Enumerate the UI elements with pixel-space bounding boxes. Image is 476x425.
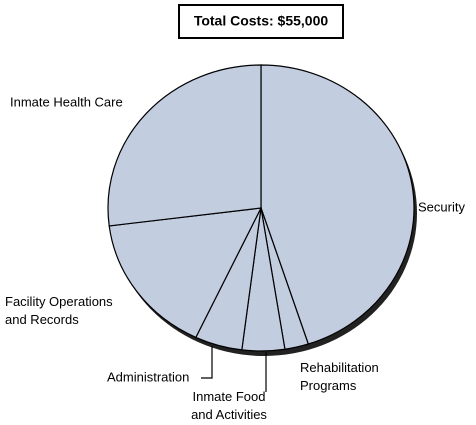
slice-label: Security: [418, 199, 465, 214]
chart-title: Total Costs: $55,000: [194, 13, 329, 29]
slice-label: Rehabilitation Programs: [300, 360, 379, 393]
leader-line: [201, 346, 213, 379]
slice-label: Administration: [107, 369, 189, 384]
labels: Security Rehabilitation Programs Inmate Foo…: [5, 94, 465, 422]
title-box: [178, 4, 344, 39]
slice-label: Inmate Food and Activities: [191, 389, 267, 422]
pie-slice: [107, 64, 262, 227]
slice-label: Inmate Health Care: [10, 94, 123, 109]
pie: [107, 64, 417, 356]
pie-slice: [260, 64, 415, 345]
slice-label: Facility Operations and Records: [5, 294, 113, 327]
pie-slice: [108, 207, 263, 339]
